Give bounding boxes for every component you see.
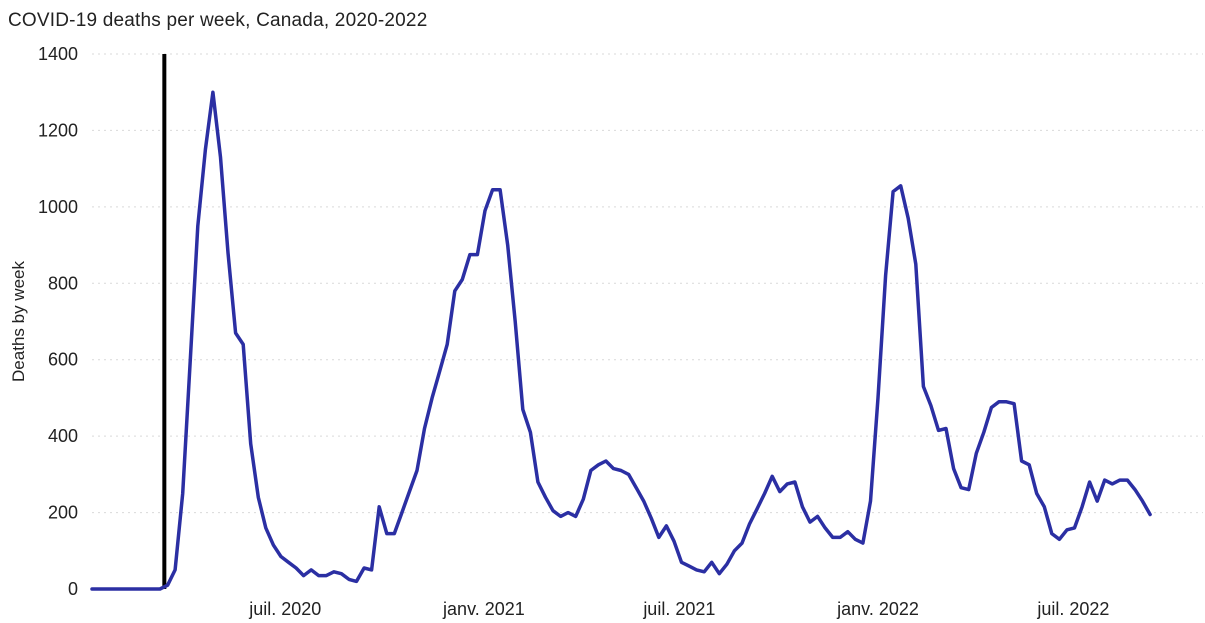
y-tick-label: 200 xyxy=(48,503,78,523)
y-tick-label: 600 xyxy=(48,350,78,370)
gridlines xyxy=(92,53,1203,514)
chart-title: COVID-19 deaths per week, Canada, 2020-2… xyxy=(8,10,428,31)
y-tick-label: 800 xyxy=(48,273,78,293)
x-tick-label: juil. 2021 xyxy=(642,599,715,619)
y-axis-label: Deaths by week xyxy=(9,261,28,382)
x-tick-label: juil. 2022 xyxy=(1036,599,1109,619)
x-tick-label: juil. 2020 xyxy=(248,599,321,619)
series-line xyxy=(90,90,1152,591)
series-group xyxy=(90,90,1152,591)
y-tick-label: 1400 xyxy=(38,44,78,64)
y-tick-label: 0 xyxy=(68,579,78,599)
x-tick-label: janv. 2022 xyxy=(836,599,919,619)
y-axis-ticks: 0 200 400 600 800 1000 1200 1400 xyxy=(38,44,78,599)
y-tick-label: 1000 xyxy=(38,197,78,217)
y-tick-label: 400 xyxy=(48,426,78,446)
x-tick-label: janv. 2021 xyxy=(442,599,525,619)
x-axis-ticks: juil. 2020 janv. 2021 juil. 2021 janv. 2022… xyxy=(248,599,1109,619)
y-tick-label: 1200 xyxy=(38,120,78,140)
